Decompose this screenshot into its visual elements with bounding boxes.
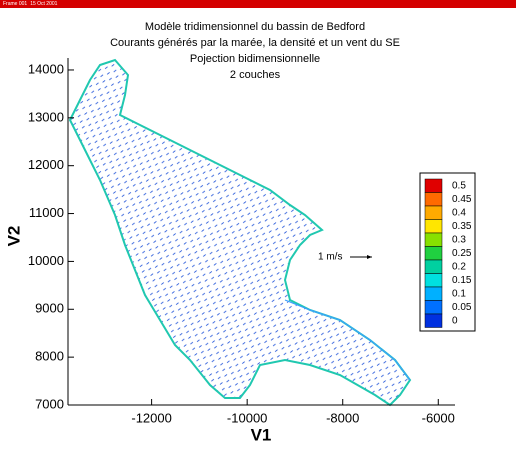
legend-swatch	[424, 286, 443, 301]
legend-label: 0.05	[452, 302, 472, 313]
legend-label: 0.15	[452, 275, 472, 286]
legend-swatch	[424, 300, 443, 315]
frame-label: Frame 001	[3, 1, 28, 7]
legend-swatch	[424, 273, 443, 288]
chart-title: Pojection bidimensionnelle	[190, 53, 320, 65]
legend-swatch	[424, 178, 443, 193]
legend-label: 0.1	[452, 289, 466, 300]
chart-title: 2 couches	[230, 69, 281, 81]
x-axis-label: V1	[251, 425, 272, 444]
chart: Modèle tridimensionnel du bassin de Bedf…	[4, 21, 476, 444]
basin-field	[68, 58, 412, 407]
y-tick-label: 8000	[35, 349, 64, 364]
reference-arrowhead	[367, 255, 372, 259]
y-tick-label: 12000	[28, 157, 64, 172]
y-tick-label: 9000	[35, 301, 64, 316]
legend-label: 0.25	[452, 248, 472, 259]
legend-swatch	[424, 313, 443, 328]
y-tick-label: 7000	[35, 396, 64, 411]
legend-swatch	[424, 246, 443, 261]
legend-swatch	[424, 259, 443, 274]
y-tick-label: 11000	[29, 205, 64, 220]
x-tick-label: -12000	[131, 410, 171, 425]
legend-swatch	[424, 232, 443, 247]
legend-swatch	[424, 205, 443, 220]
legend-swatch	[424, 219, 443, 234]
legend-label: 0.3	[452, 235, 466, 246]
reference-label: 1 m/s	[318, 252, 342, 263]
legend-label: 0.4	[452, 208, 466, 219]
legend-swatch	[424, 192, 443, 207]
chart-title: Courants générés par la marée, la densit…	[110, 37, 400, 49]
chart-title: Modèle tridimensionnel du bassin de Bedf…	[145, 21, 365, 33]
date-label: 15 Oct 2001	[30, 1, 58, 7]
x-tick-label: -6000	[422, 410, 455, 425]
legend-label: 0.5	[452, 181, 466, 192]
legend-label: 0.45	[452, 194, 472, 205]
legend-label: 0.35	[452, 221, 472, 232]
y-tick-label: 13000	[28, 109, 64, 124]
shoreline-detail	[284, 299, 411, 381]
y-tick-label: 10000	[28, 253, 64, 268]
x-tick-label: -8000	[326, 410, 359, 425]
x-tick-label: -10000	[227, 410, 267, 425]
title-bar: Frame 001 15 Oct 2001	[0, 0, 516, 8]
y-axis-label: V2	[4, 226, 23, 247]
y-tick-label: 14000	[28, 61, 64, 76]
legend-label: 0.2	[452, 262, 466, 273]
legend-label: 0	[452, 316, 458, 327]
